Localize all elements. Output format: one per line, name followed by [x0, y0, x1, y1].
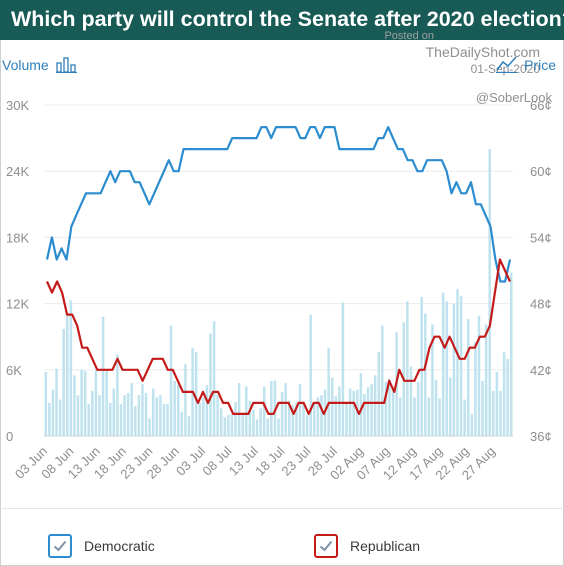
bar-chart-icon — [55, 57, 77, 74]
legend-label-democratic: Democratic — [84, 538, 155, 554]
legend-item-republican[interactable]: Republican — [314, 534, 420, 558]
legend-item-democratic[interactable]: Democratic — [48, 534, 155, 558]
posted-on-label: Posted on — [384, 30, 434, 42]
price-toggle[interactable]: Price — [496, 55, 556, 74]
source-handle: @SoberLook — [475, 90, 552, 105]
legend-divider — [0, 508, 564, 509]
volume-toggle[interactable]: Volume — [2, 55, 78, 74]
line-chart-icon — [496, 56, 518, 74]
volume-toggle-label: Volume — [2, 57, 49, 73]
checkbox-checked-icon[interactable] — [314, 534, 338, 558]
checkbox-checked-icon[interactable] — [48, 534, 72, 558]
chart-title: Which party will control the Senate afte… — [11, 7, 564, 31]
legend-label-republican: Republican — [350, 538, 421, 554]
source-site: TheDailyShot.com — [425, 44, 540, 60]
source-date: 01-Sep-2020 — [470, 62, 540, 76]
price-toggle-label: Price — [524, 57, 556, 73]
title-bar: Which party will control the Senate afte… — [0, 0, 564, 40]
